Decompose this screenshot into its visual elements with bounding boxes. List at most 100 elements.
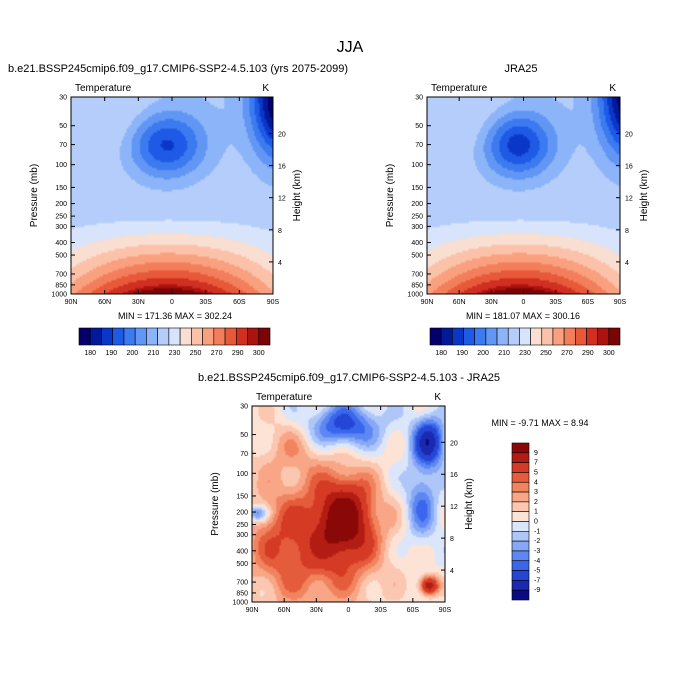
colorbar-label: 180 [435, 350, 447, 357]
colorbar-label: 290 [582, 350, 594, 357]
y-tick-label: 200 [55, 201, 67, 208]
x-tick-label: 30N [132, 299, 145, 306]
y-axis-label: Pressure (mb) [385, 164, 396, 227]
colorbar-swatch [191, 327, 203, 346]
colorbar-label: 270 [561, 350, 573, 357]
colorbar-swatch [440, 327, 453, 346]
colorbar-label: 210 [498, 350, 510, 357]
colorbar-swatch [511, 531, 530, 542]
subtitle-left: Temperature [75, 83, 132, 94]
y-tick-label: 500 [411, 253, 423, 260]
colorbar-label: 190 [105, 350, 117, 357]
x-tick-label: 0 [170, 299, 174, 306]
subtitle-right: K [262, 83, 269, 94]
subtitle-right: K [609, 83, 616, 94]
colorbar-swatch [511, 550, 530, 562]
y-tick-label: 400 [236, 548, 248, 555]
colorbar-swatch [511, 442, 530, 454]
colorbar-swatch [235, 327, 248, 346]
colorbar-swatch [511, 491, 530, 503]
colorbar-swatch [511, 501, 530, 512]
y-tick-label: 30 [59, 95, 67, 102]
colorbar-label: 7 [534, 460, 538, 467]
colorbar-label: 250 [190, 350, 202, 357]
y-tick-label: 300 [236, 532, 248, 539]
y2-axis-label: Height (km) [464, 478, 475, 530]
x-tick-label: 60S [407, 607, 420, 614]
y-tick-label: 100 [411, 162, 423, 169]
height-tick-label: 20 [625, 131, 633, 138]
colorbar-label: 200 [477, 350, 489, 357]
colorbar-label: 230 [169, 350, 181, 357]
colorbar-swatch [101, 327, 114, 346]
y-tick-label: 300 [411, 224, 423, 231]
x-tick-label: 60N [453, 299, 466, 306]
y-tick-label: 700 [236, 580, 248, 587]
contour-field [252, 406, 445, 602]
colorbar-label: 1 [534, 509, 538, 516]
colorbar-swatch [541, 327, 554, 346]
colorbar-swatch [511, 580, 530, 591]
colorbar-swatch [213, 327, 226, 346]
colorbar-swatch [511, 472, 530, 483]
x-tick-label: 60N [278, 607, 291, 614]
y-tick-label: 850 [236, 590, 248, 597]
y-tick-label: 400 [411, 240, 423, 247]
colorbar-swatch [511, 560, 530, 571]
y-tick-label: 250 [55, 214, 67, 221]
height-tick-label: 4 [278, 260, 282, 267]
colorbar-swatch [586, 327, 598, 346]
colorbar-swatch [474, 327, 487, 346]
colorbar-label: 190 [456, 350, 468, 357]
min-max-stats: MIN = 181.07 MAX = 300.16 [466, 311, 580, 321]
x-tick-label: 60S [582, 299, 595, 306]
y-tick-label: 70 [415, 142, 423, 149]
y-tick-label: 850 [411, 282, 423, 289]
height-tick-label: 4 [625, 260, 629, 267]
panel-jra25: JRA25 Temperature K 90N 60N 30N 0 30S 60S 90S 30 50… [385, 63, 650, 357]
y-tick-label: 200 [236, 510, 248, 517]
height-tick-label: 12 [278, 196, 286, 203]
subtitle-right: K [434, 392, 441, 403]
page-title: JJA [337, 39, 364, 56]
y-tick-label: 700 [411, 271, 423, 278]
y-tick-label: 250 [411, 214, 423, 221]
colorbar-label: -2 [534, 538, 540, 545]
height-tick-label: 4 [450, 568, 454, 575]
x-tick-label: 60S [233, 299, 246, 306]
y-tick-label: 150 [55, 185, 67, 192]
y-tick-label: 850 [55, 282, 67, 289]
colorbar-label: -5 [534, 568, 540, 575]
colorbar-swatch [511, 570, 530, 581]
colorbar-swatch [597, 327, 610, 346]
y-tick-label: 150 [236, 493, 248, 500]
subtitle-left: Temperature [256, 392, 313, 403]
x-tick-label: 0 [347, 607, 351, 614]
colorbar-swatch [168, 327, 181, 346]
colorbar-label: 0 [534, 519, 538, 526]
colorbar-label: 300 [253, 350, 265, 357]
colorbar-swatch [608, 327, 621, 346]
y-tick-label: 70 [59, 142, 67, 149]
min-max-stats: MIN = -9.71 MAX = 8.94 [491, 418, 588, 428]
colorbar-swatch [123, 327, 136, 346]
y-tick-label: 1000 [407, 292, 423, 299]
y-axis-label: Pressure (mb) [210, 472, 221, 535]
colorbar-swatch [552, 327, 565, 346]
colorbar-swatch [224, 327, 237, 346]
colorbar-swatch [511, 521, 530, 532]
colorbar-label: 290 [232, 350, 244, 357]
colorbar-swatch [463, 327, 476, 346]
x-tick-label: 30S [374, 607, 387, 614]
y-tick-label: 30 [240, 404, 248, 411]
y-tick-label: 50 [59, 123, 67, 130]
colorbar-swatch [574, 327, 587, 346]
colorbar-label: 250 [540, 350, 552, 357]
y-tick-label: 250 [236, 522, 248, 529]
contour-field [427, 97, 620, 294]
y-tick-label: 700 [55, 271, 67, 278]
height-tick-label: 12 [450, 504, 458, 511]
x-tick-label: 90S [267, 299, 280, 306]
colorbar-swatch [511, 481, 530, 493]
x-tick-label: 30N [310, 607, 323, 614]
